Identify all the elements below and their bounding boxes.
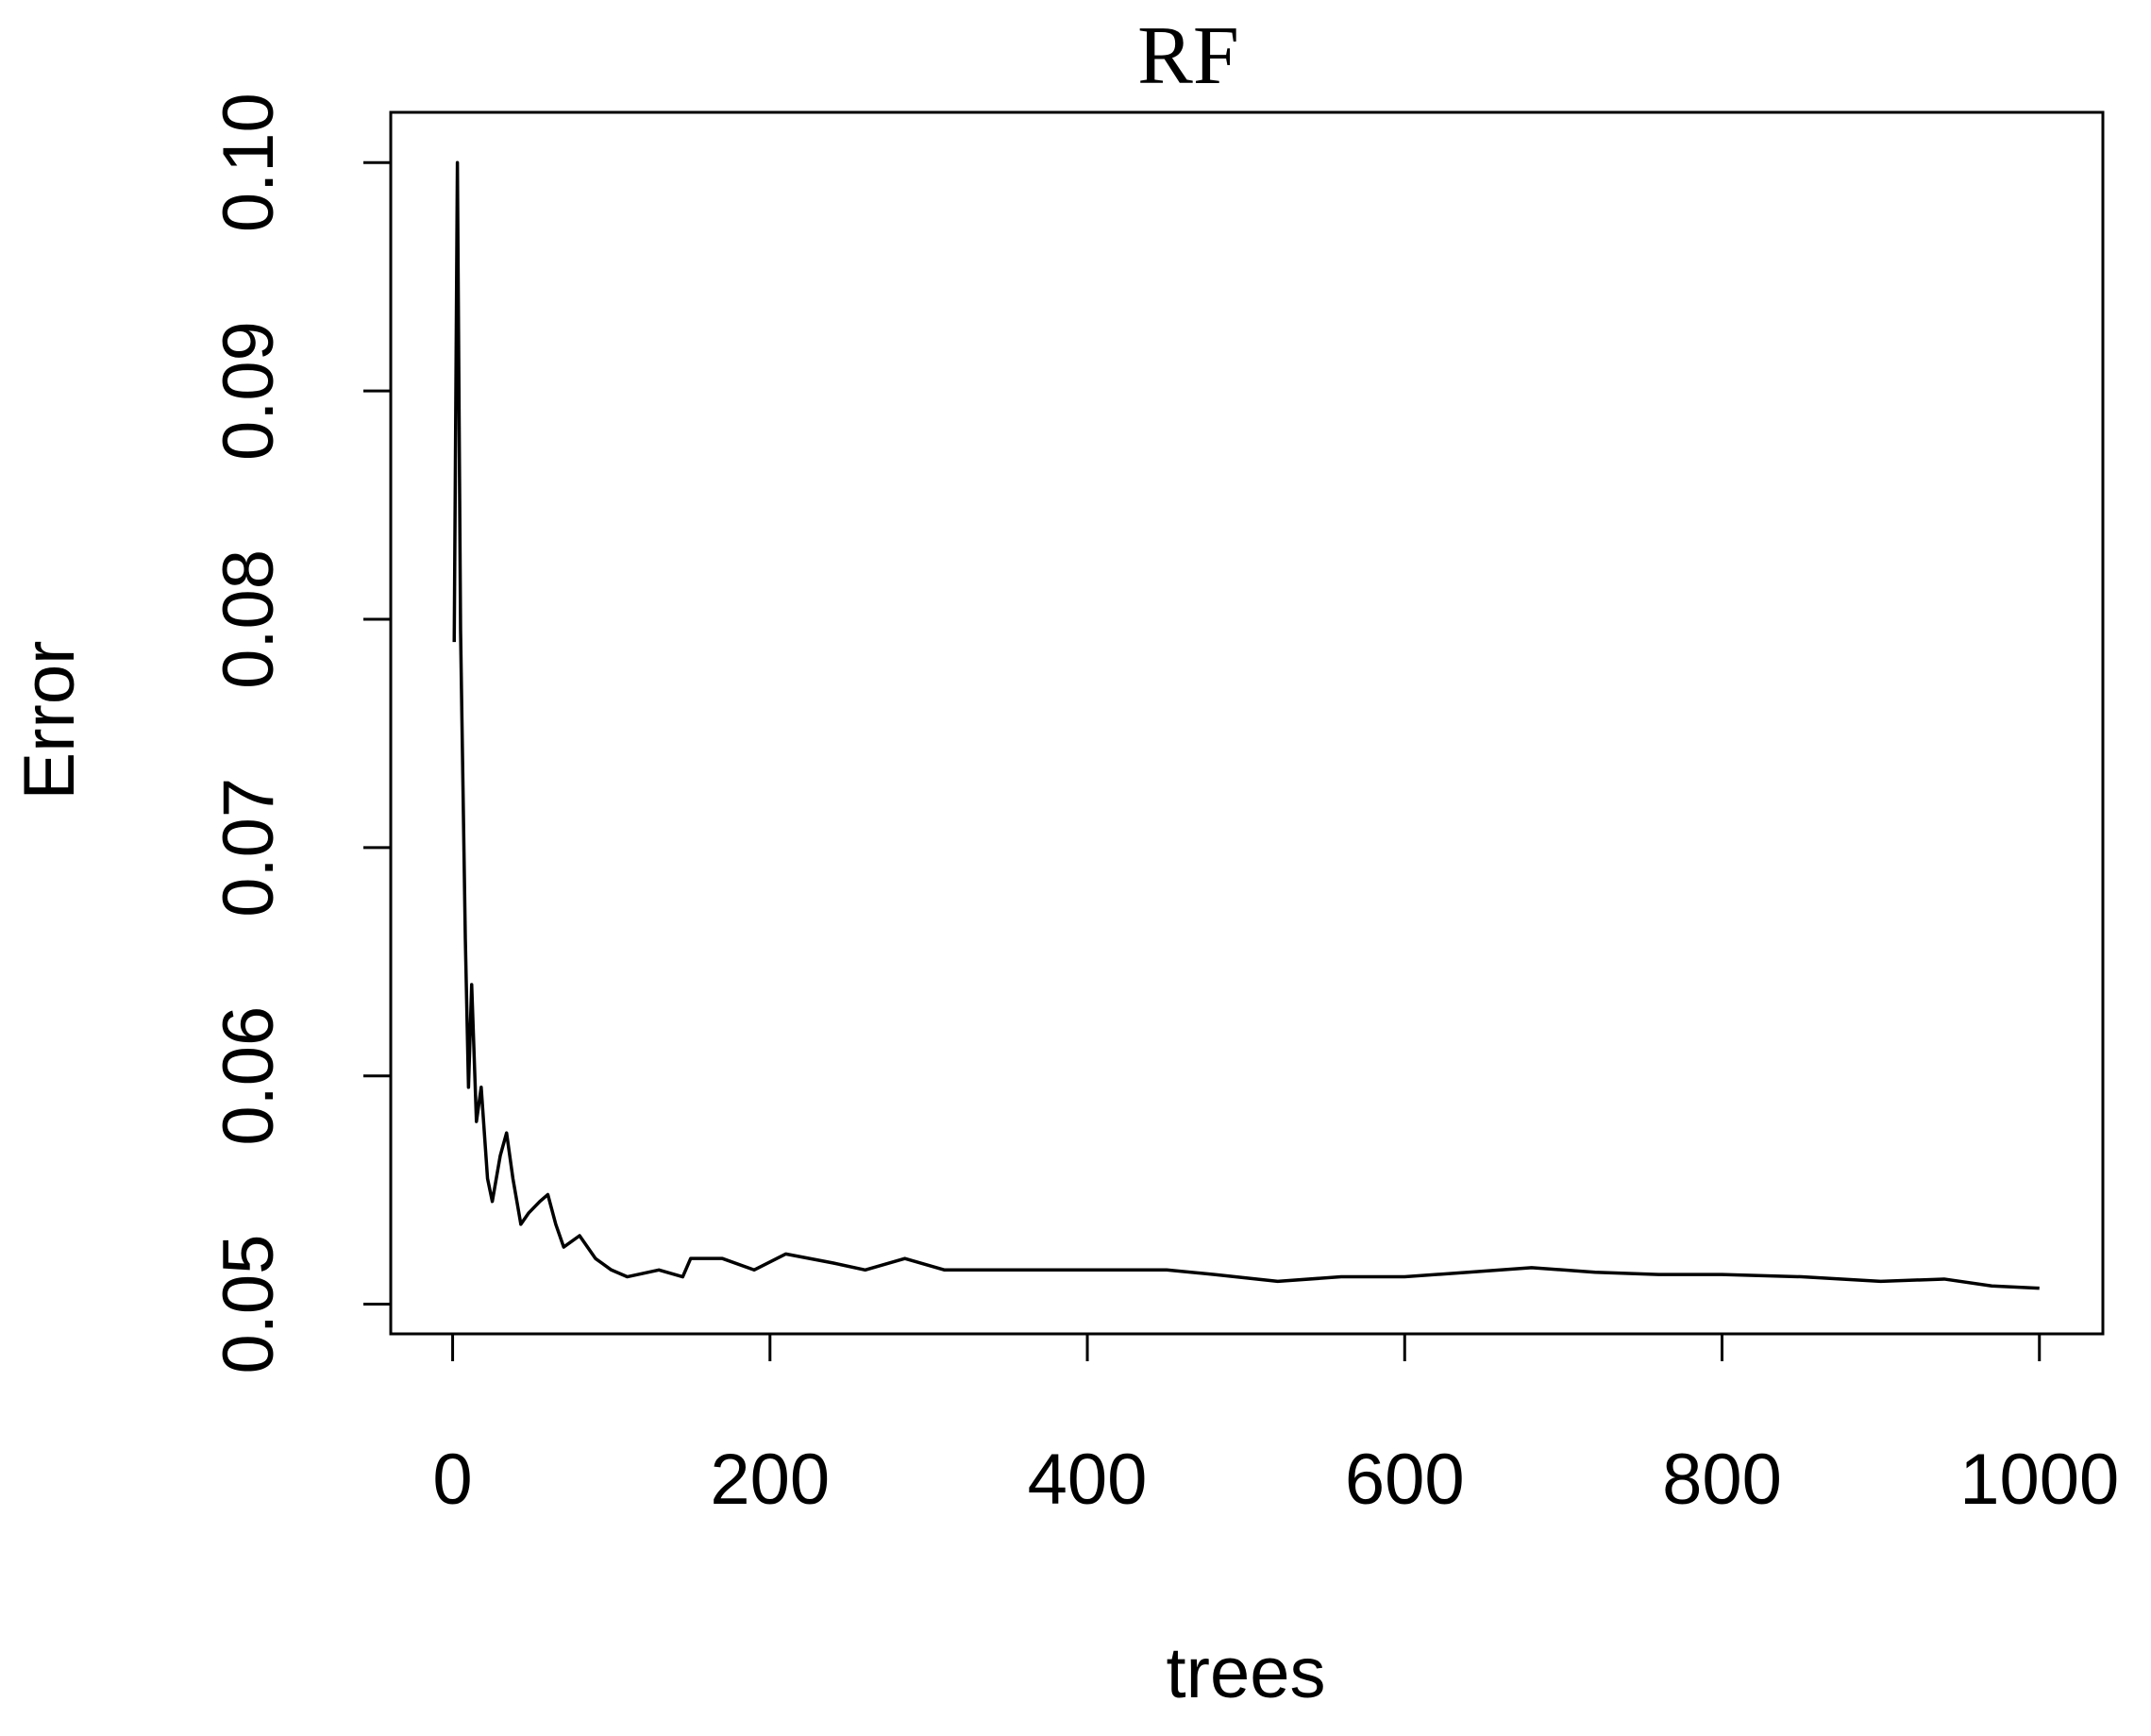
- plot-frame: [389, 110, 2105, 1336]
- y-tick-label: 0.09: [209, 321, 289, 461]
- x-tick-label: 600: [1345, 1440, 1465, 1520]
- x-tick-label: 400: [1028, 1440, 1148, 1520]
- y-axis-label: Error: [9, 641, 90, 801]
- x-tick-label: 800: [1662, 1440, 1782, 1520]
- y-tick-label: 0.07: [209, 778, 289, 918]
- data-line: [452, 160, 2040, 1290]
- y-tick-label: 0.06: [209, 1006, 289, 1146]
- x-tick-label: 200: [710, 1440, 830, 1520]
- chart-title: RF: [1137, 10, 1239, 102]
- y-tick-label: 0.10: [209, 93, 289, 232]
- x-axis-label: trees: [1167, 1633, 1326, 1713]
- y-tick-label: 0.08: [209, 549, 289, 689]
- x-tick-label: 0: [432, 1440, 472, 1520]
- x-tick-label: 1000: [1959, 1440, 2119, 1520]
- y-tick-label: 0.05: [209, 1235, 289, 1374]
